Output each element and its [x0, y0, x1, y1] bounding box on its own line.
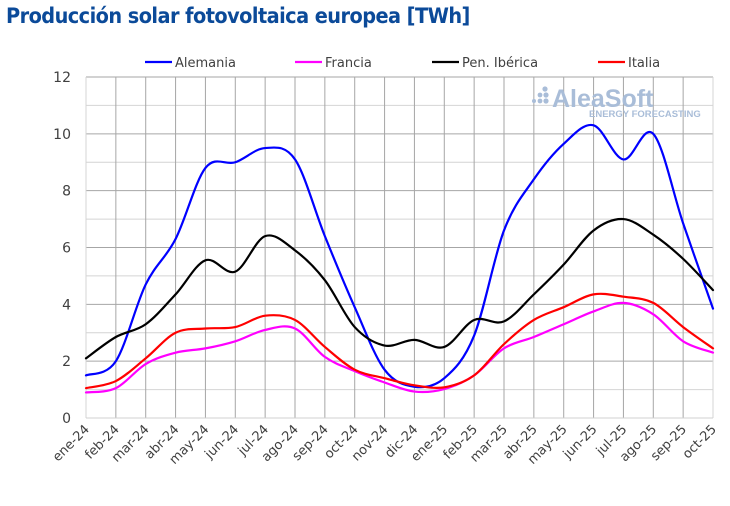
- watermark-subtext: ENERGY FORECASTING: [589, 109, 701, 120]
- watermark-text: AleaSoft: [552, 85, 654, 113]
- series-line-francia: [84, 301, 715, 394]
- y-tick-label: 8: [62, 184, 71, 200]
- x-axis: ene-24feb-24mar-24abr-24may-24jun-24jul-…: [50, 422, 720, 467]
- series-alemania: [84, 123, 715, 389]
- y-tick-label: 12: [53, 70, 71, 86]
- y-tick-label: 0: [62, 411, 71, 427]
- grid-lines: [85, 76, 714, 419]
- legend-item-pen-ib-rica: Pen. Ibérica: [432, 56, 538, 71]
- series-pen-ib-rica: [84, 217, 715, 360]
- series-francia: [84, 301, 715, 394]
- legend-label: Pen. Ibérica: [462, 56, 538, 71]
- chart-title: Producción solar fotovoltaica europea [T…: [6, 4, 470, 28]
- x-tick-label: ene-24: [50, 422, 93, 465]
- y-tick-label: 6: [62, 241, 71, 257]
- legend-item-alemania: Alemania: [145, 56, 236, 71]
- series-line-pen-ib-rica: [84, 217, 715, 360]
- legend-label: Francia: [325, 56, 372, 71]
- legend-item-francia: Francia: [295, 56, 372, 71]
- legend-item-italia: Italia: [598, 56, 660, 71]
- y-tick-label: 4: [62, 297, 71, 313]
- legend: Alemania Francia Pen. Ibérica Italia: [145, 56, 660, 71]
- y-axis: 0 2 4 6 8 10 12: [53, 70, 71, 427]
- legend-label: Italia: [628, 56, 660, 71]
- watermark: AleaSoft ENERGY FORECASTING: [532, 85, 701, 120]
- x-tick-label: oct-25: [680, 422, 720, 462]
- series-line-alemania: [84, 123, 715, 389]
- aleasoft-logo-icon: [532, 86, 549, 104]
- y-tick-label: 2: [62, 354, 71, 370]
- legend-label: Alemania: [175, 56, 236, 71]
- y-tick-label: 10: [53, 127, 71, 143]
- series-line-italia: [84, 292, 715, 390]
- series-layer: [84, 123, 715, 394]
- series-italia: [84, 292, 715, 390]
